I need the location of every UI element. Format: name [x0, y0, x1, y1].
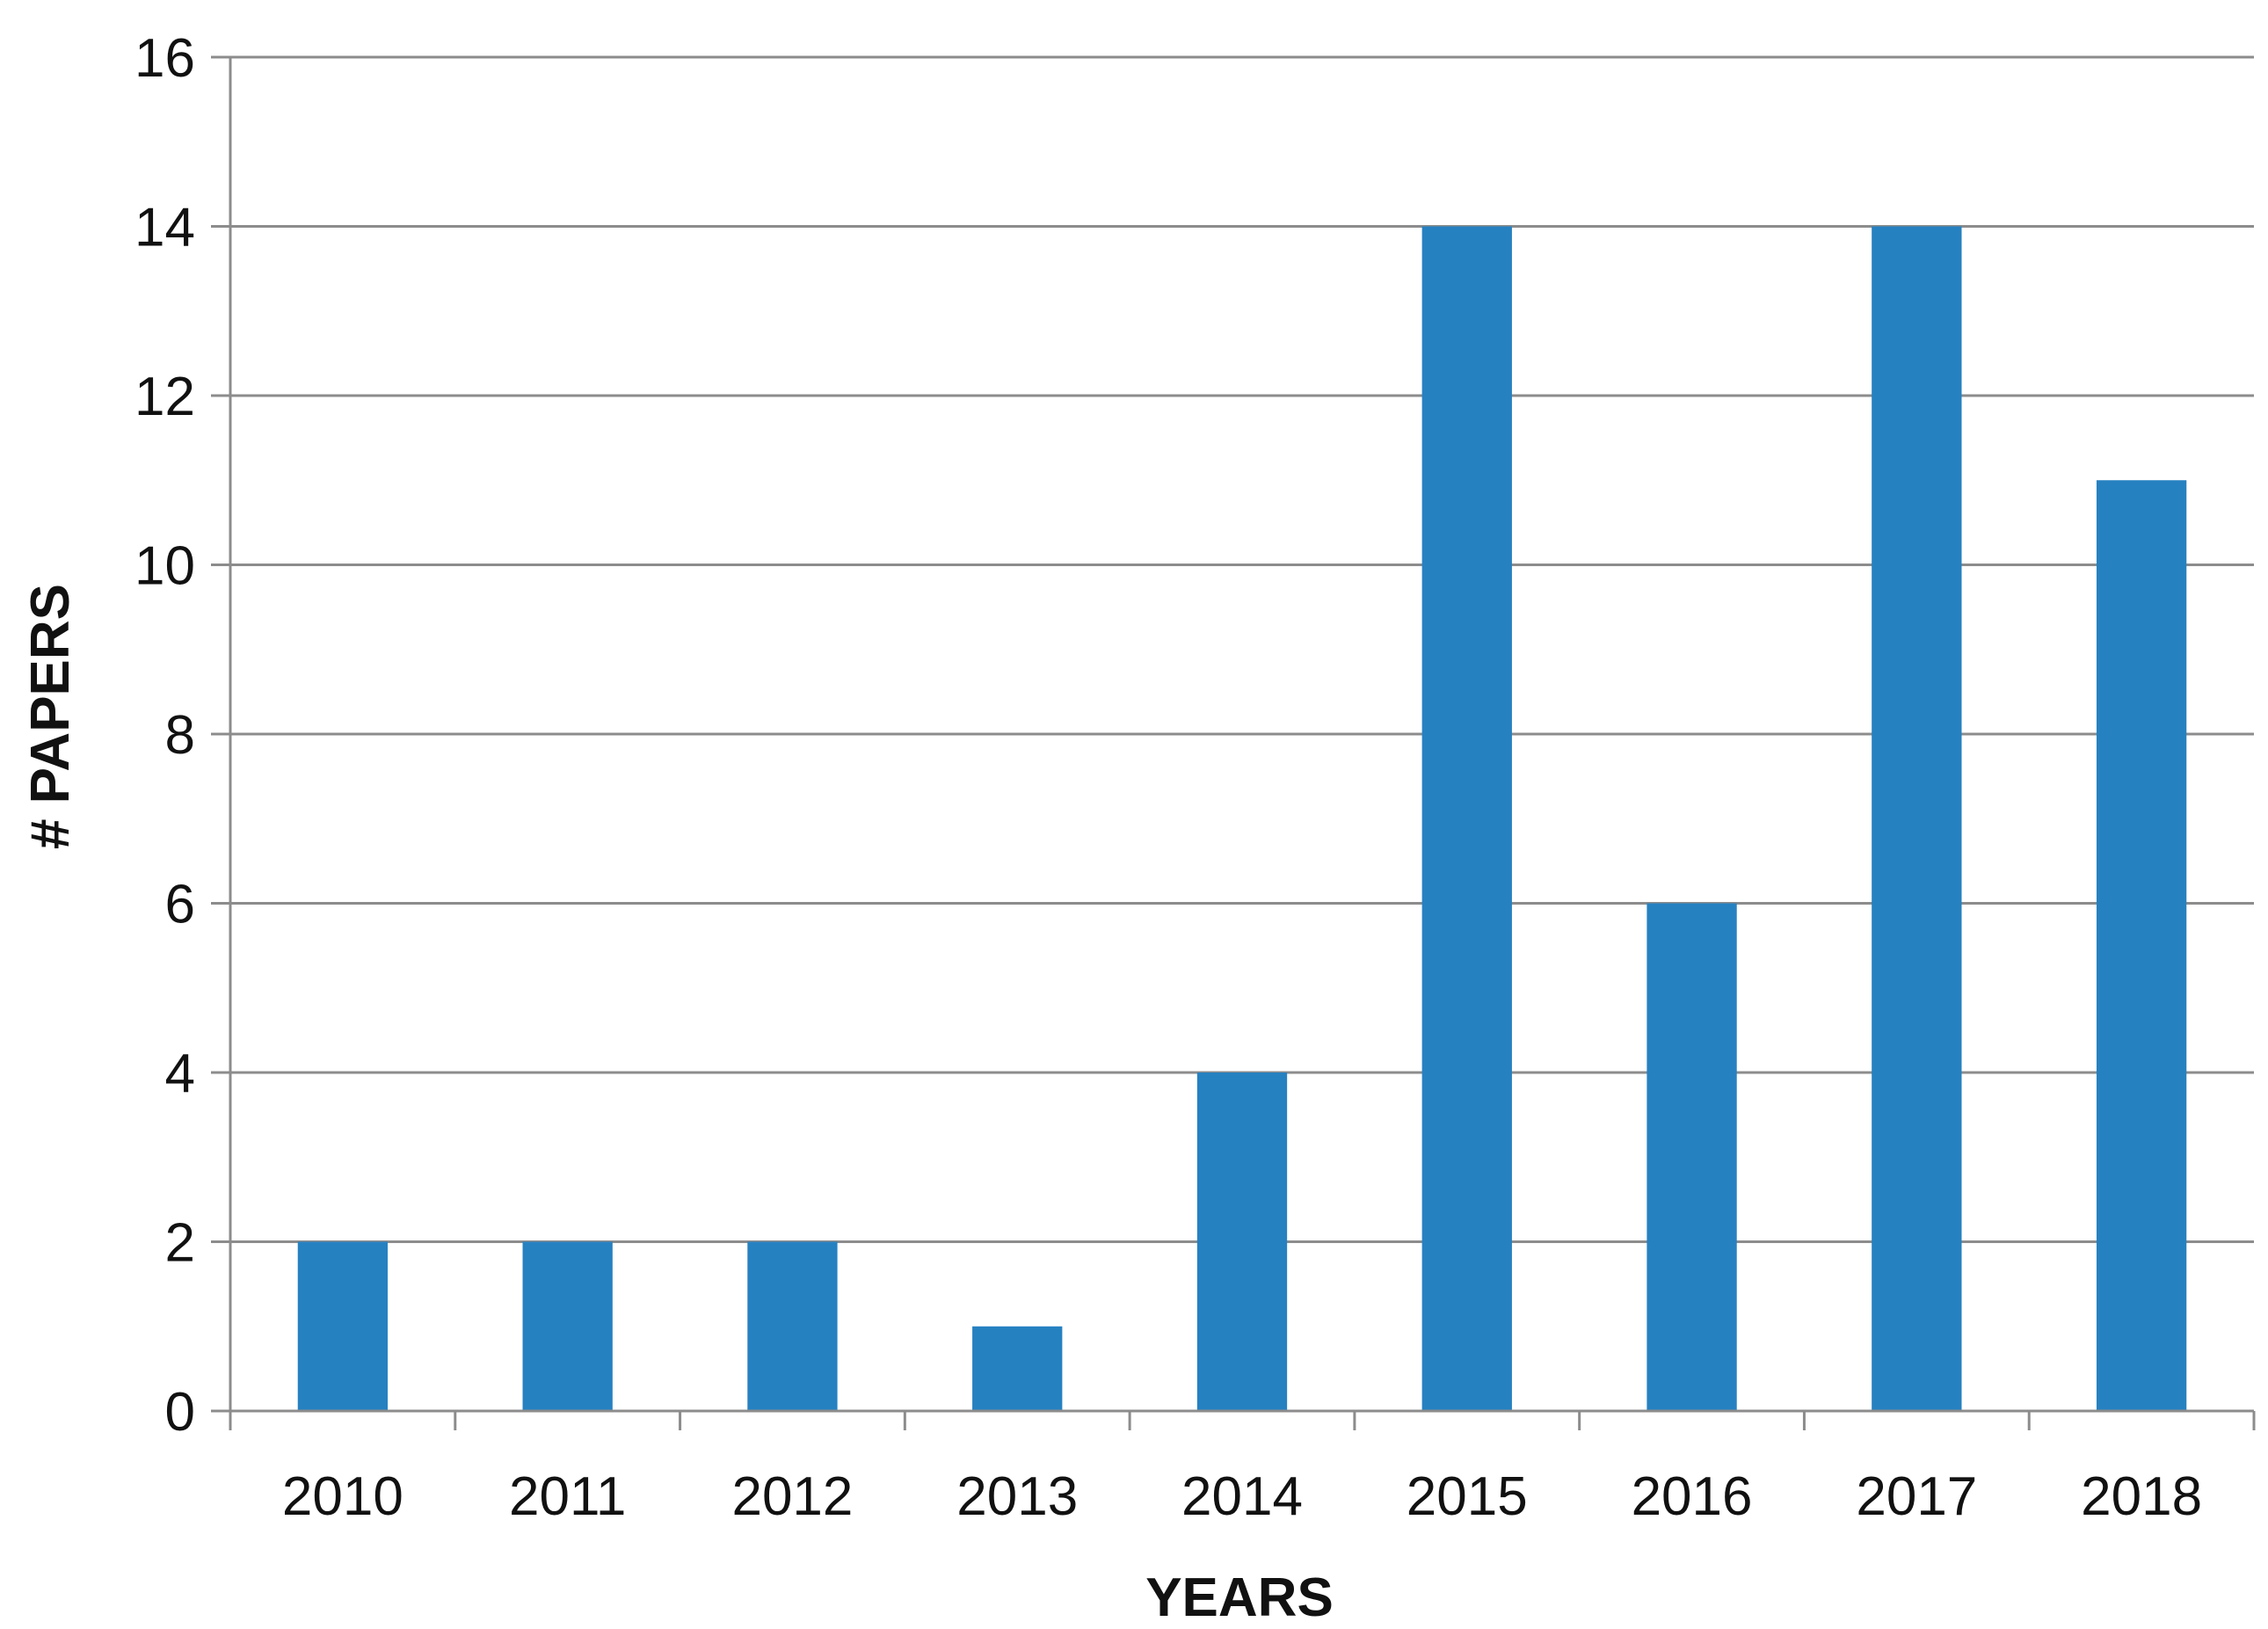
y-tick-label: 8	[165, 705, 195, 766]
y-tick-label: 12	[134, 367, 195, 427]
y-tick-label: 6	[165, 875, 195, 935]
x-tick-label: 2011	[509, 1466, 626, 1527]
y-tick-labels: 0 2 4 6 8 10 12 14 16	[134, 28, 195, 1443]
x-tick-label: 2014	[1181, 1466, 1303, 1527]
x-tick-label: 2013	[956, 1466, 1078, 1527]
x-axis-title: YEARS	[1145, 1567, 1334, 1628]
axes	[211, 55, 2256, 1430]
bar-2015	[1421, 226, 1512, 1411]
y-tick-label: 2	[165, 1213, 195, 1274]
x-tick-label: 2018	[2081, 1466, 2202, 1527]
y-tick-label: 10	[134, 536, 195, 597]
y-axis-title: # PAPERS	[20, 584, 81, 849]
y-tick-label: 4	[165, 1044, 195, 1104]
gridlines	[230, 55, 2254, 1243]
y-tick-label: 0	[165, 1382, 195, 1443]
bar-2012	[747, 1241, 838, 1411]
x-tick-label: 2016	[1632, 1466, 1753, 1527]
bars	[297, 226, 2187, 1411]
x-tick-label: 2012	[731, 1466, 853, 1527]
x-tick-label: 2010	[282, 1466, 403, 1527]
bar-2010	[297, 1241, 389, 1411]
y-tick-label: 14	[134, 198, 195, 258]
bar-2016	[1646, 903, 1737, 1411]
x-tick-label: 2017	[1856, 1466, 1977, 1527]
bar-2011	[522, 1241, 613, 1411]
bar-2013	[972, 1326, 1063, 1411]
x-tick-label: 2015	[1407, 1466, 1528, 1527]
x-tick-labels: 2010 2011 2012 2013 2014 2015 2016 2017 2018	[282, 1466, 2202, 1527]
bar-2014	[1196, 1073, 1288, 1411]
bar-2018	[2096, 480, 2187, 1411]
y-tick-label: 16	[134, 28, 195, 89]
bar-2017	[1872, 226, 1962, 1411]
